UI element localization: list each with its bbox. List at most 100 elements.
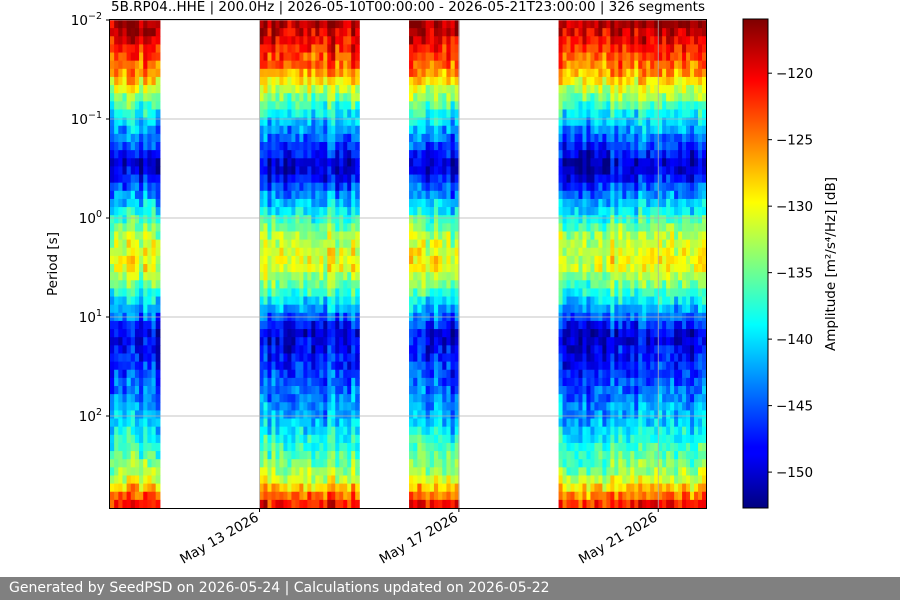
heatmap-cell — [287, 483, 293, 493]
heatmap-cell — [118, 320, 124, 330]
heatmap-cell — [574, 491, 580, 501]
heatmap-cell — [662, 459, 667, 468]
heatmap-cell — [307, 264, 312, 273]
heatmap-cell — [590, 499, 596, 509]
heatmap-cell — [339, 182, 344, 192]
heatmap-cell — [594, 44, 600, 54]
heatmap-cell — [586, 337, 592, 346]
heatmap-cell — [562, 459, 568, 468]
heatmap-cell — [323, 231, 328, 241]
heatmap-cell — [658, 304, 663, 314]
heatmap-cell — [409, 329, 414, 338]
heatmap-cell — [442, 475, 448, 485]
heatmap-cell — [686, 296, 691, 306]
heatmap-cell — [638, 386, 643, 395]
heatmap-cell — [331, 44, 336, 54]
heatmap-cell — [110, 60, 115, 70]
heatmap-cell — [558, 215, 564, 224]
heatmap-cell — [606, 20, 611, 29]
heatmap-cell — [279, 272, 285, 281]
heatmap-cell — [614, 288, 619, 298]
heatmap-cell — [602, 459, 607, 468]
heatmap-cell — [283, 426, 289, 436]
heatmap-cell — [114, 467, 119, 477]
heatmap-cell — [303, 483, 308, 493]
heatmap-cell — [417, 418, 423, 428]
heatmap-cell — [626, 174, 631, 184]
heatmap-cell — [351, 418, 356, 428]
heatmap-cell — [114, 345, 119, 355]
heatmap-cell — [151, 377, 157, 387]
heatmap-cell — [630, 28, 635, 37]
heatmap-cell — [347, 182, 352, 192]
heatmap-cell — [590, 182, 596, 192]
heatmap-cell — [425, 247, 431, 257]
heatmap-cell — [438, 475, 443, 485]
heatmap-cell — [614, 158, 619, 167]
heatmap-cell — [682, 142, 687, 151]
heatmap-cell — [626, 272, 631, 281]
heatmap-cell — [666, 483, 671, 493]
heatmap-cell — [139, 142, 144, 151]
heatmap-cell — [690, 434, 695, 444]
heatmap-cell — [429, 410, 435, 420]
heatmap-cell — [155, 451, 161, 460]
heatmap-cell — [271, 198, 277, 208]
heatmap-cell — [307, 125, 312, 135]
heatmap-cell — [626, 231, 631, 241]
heatmap-cell — [450, 410, 456, 420]
heatmap-cell — [335, 304, 340, 314]
heatmap-cell — [351, 337, 356, 346]
heatmap-cell — [566, 377, 572, 387]
heatmap-cell — [638, 68, 643, 78]
heatmap-cell — [614, 182, 619, 192]
heatmap-cell — [147, 247, 153, 257]
heatmap-cell — [630, 483, 635, 493]
heatmap-cell — [271, 320, 277, 330]
heatmap-cell — [446, 369, 452, 379]
heatmap-cell — [259, 150, 265, 159]
heatmap-cell — [630, 52, 635, 62]
heatmap-cell — [335, 93, 340, 102]
heatmap-cell — [606, 223, 611, 233]
heatmap-cell — [143, 150, 148, 159]
heatmap-cell — [654, 158, 659, 167]
heatmap-cell — [634, 280, 639, 289]
heatmap-cell — [454, 52, 460, 62]
heatmap-cell — [122, 434, 128, 444]
heatmap-cell — [347, 264, 352, 273]
heatmap-cell — [327, 369, 332, 379]
heatmap-cell — [590, 231, 596, 241]
heatmap-cell — [343, 28, 348, 37]
heatmap-cell — [634, 182, 639, 192]
heatmap-cell — [606, 255, 611, 265]
heatmap-cell — [307, 68, 312, 78]
heatmap-cell — [319, 280, 324, 289]
heatmap-cell — [666, 76, 671, 86]
heatmap-cell — [614, 68, 619, 78]
heatmap-cell — [275, 76, 281, 86]
heatmap-cell — [413, 142, 418, 151]
heatmap-cell — [263, 190, 269, 200]
heatmap-cell — [417, 223, 423, 233]
heatmap-cell — [339, 125, 344, 135]
heatmap-cell — [634, 418, 639, 428]
heatmap-cell — [139, 418, 144, 428]
heatmap-cell — [446, 304, 452, 314]
heatmap-cell — [299, 288, 304, 298]
heatmap-cell — [263, 394, 269, 403]
heatmap-cell — [642, 442, 647, 452]
heatmap-cell — [450, 255, 456, 265]
heatmap-cell — [118, 337, 124, 346]
heatmap-cell — [425, 410, 431, 420]
heatmap-cell — [299, 304, 304, 314]
heatmap-cell — [686, 101, 691, 111]
heatmap-cell — [259, 68, 265, 78]
heatmap-cell — [291, 182, 297, 192]
heatmap-cell — [263, 434, 269, 444]
heatmap-cell — [642, 133, 647, 143]
heatmap-cell — [586, 402, 592, 411]
heatmap-cell — [610, 280, 615, 289]
heatmap-cell — [319, 353, 324, 363]
heatmap-cell — [686, 451, 691, 460]
